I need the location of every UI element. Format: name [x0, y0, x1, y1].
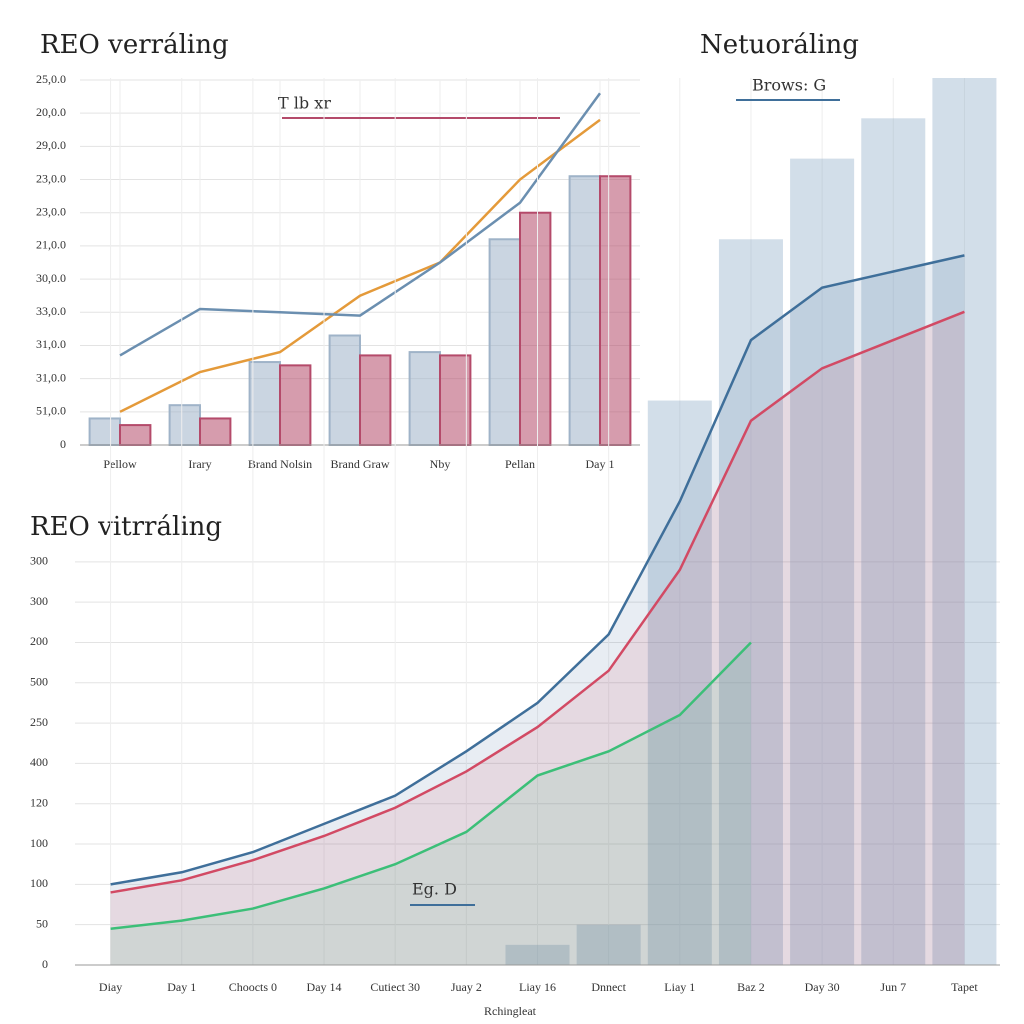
bar	[359, 354, 392, 446]
annotation: Eg. D	[412, 880, 457, 899]
chart-title: REO vitrráling	[30, 512, 222, 542]
bar	[328, 334, 362, 446]
y-tick-label: 31,0.0	[36, 370, 66, 384]
y-tick-label: 300	[30, 554, 48, 568]
y-tick-label: 33,0.0	[36, 304, 66, 318]
bar	[488, 238, 522, 446]
y-tick-label: 23,0.0	[36, 204, 66, 218]
y-tick-label: 400	[30, 755, 48, 769]
y-tick-label: 500	[30, 675, 48, 689]
area	[110, 255, 965, 965]
x-tick-label: Jun 7	[880, 980, 906, 994]
bar	[408, 351, 442, 446]
bar	[88, 417, 121, 447]
x-tick-label: Day 14	[307, 980, 342, 994]
y-tick-label: 100	[30, 836, 48, 850]
x-axis-label: Rchingleat	[484, 1004, 537, 1018]
annotation: Netuoráling	[700, 30, 859, 60]
y-tick-label: 21,0.0	[36, 238, 66, 252]
x-tick-label: Tapet	[951, 980, 978, 994]
bar	[439, 354, 472, 446]
x-tick-label: Cutiect 30	[370, 980, 420, 994]
bar	[599, 175, 632, 447]
x-tick-label: Choocts 0	[229, 980, 277, 994]
x-tick-label: Brand Graw	[331, 457, 390, 471]
y-tick-label: 29,0.0	[36, 138, 66, 152]
line	[119, 92, 602, 357]
x-tick-label: Dnnect	[591, 980, 626, 994]
bar	[248, 361, 282, 446]
y-tick-label: 300	[30, 594, 48, 608]
x-tick-label: Irary	[188, 457, 211, 471]
y-tick-label: 250	[30, 715, 48, 729]
bar	[790, 158, 855, 966]
annotation: T lb xr	[278, 94, 331, 113]
bar	[199, 417, 232, 447]
x-tick-label: Pellan	[505, 457, 535, 471]
bar	[647, 400, 712, 966]
bar	[279, 364, 312, 447]
y-tick-label: 20,0.0	[36, 105, 66, 119]
y-tick-label: 120	[30, 795, 48, 809]
y-tick-label: 200	[30, 634, 48, 648]
bar	[568, 175, 601, 447]
y-tick-label: 50	[36, 916, 48, 930]
bar	[861, 118, 926, 966]
line	[110, 641, 752, 930]
x-tick-label: Nby	[430, 457, 451, 471]
y-tick-label: 30,0.0	[36, 271, 66, 285]
x-tick-label: Brand Nolsin	[248, 457, 312, 471]
bar	[718, 239, 783, 966]
area	[110, 642, 751, 965]
y-tick-label: 31,0.0	[36, 337, 66, 351]
x-tick-label: Juay 2	[451, 980, 482, 994]
y-tick-label: 100	[30, 876, 48, 890]
bar	[505, 944, 570, 965]
y-tick-label: 0	[60, 437, 66, 451]
x-tick-label: Baz 2	[737, 980, 765, 994]
line	[110, 254, 965, 886]
bar	[119, 424, 152, 447]
y-tick-label: 0	[42, 957, 48, 971]
bar	[932, 78, 997, 965]
y-tick-label: 23,0.0	[36, 171, 66, 185]
x-tick-label: Pellow	[103, 457, 137, 471]
annotation: Brows: G	[752, 76, 826, 95]
x-tick-label: Day 30	[805, 980, 840, 994]
area	[110, 311, 965, 965]
y-tick-label: 51,0.0	[36, 404, 66, 418]
bar	[519, 211, 552, 446]
bar	[168, 404, 202, 447]
line	[110, 310, 965, 894]
chart-title: REO verráling	[40, 30, 229, 60]
x-tick-label: Liay 1	[664, 980, 695, 994]
x-tick-label: Liay 16	[519, 980, 556, 994]
y-tick-label: 25,0.0	[36, 72, 66, 86]
x-tick-label: Day 1	[586, 457, 615, 471]
x-tick-label: Day 1	[167, 980, 196, 994]
bar	[576, 924, 641, 965]
x-tick-label: Diay	[99, 980, 122, 994]
line	[119, 118, 601, 413]
